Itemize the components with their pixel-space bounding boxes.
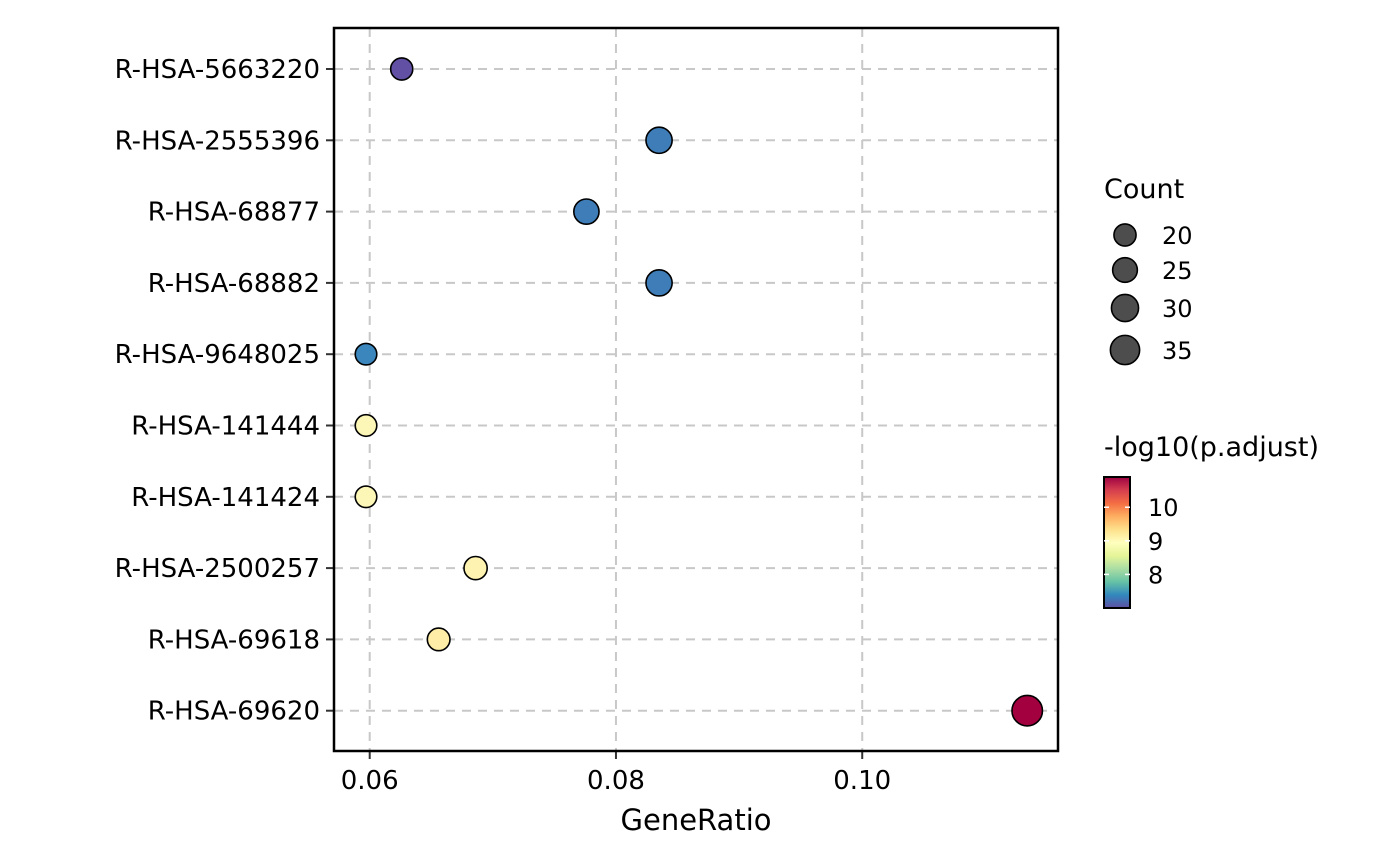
data-point [354,342,378,366]
x-axis: 0.06 0.08 0.10 [341,751,891,796]
x-tick-label: 0.08 [587,766,645,796]
size-legend-label: 30 [1162,295,1193,323]
colorbar-tick-label: 8 [1148,561,1163,589]
x-axis-title: GeneRatio [621,803,772,837]
point-layer [354,57,1044,727]
y-axis: R-HSA-5663220 R-HSA-2555396 R-HSA-68877 R-H… [115,55,334,727]
colorbar-tick-label: 10 [1148,494,1179,522]
data-point [354,485,378,509]
y-tick-label: R-HSA-69620 [148,697,320,727]
size-legend-key [1110,293,1140,323]
data-point [573,198,600,226]
size-legend-key [1113,223,1137,247]
size-legend-title: Count [1104,174,1184,205]
colorbar [1103,476,1131,609]
grid-layer [334,28,1058,751]
y-tick-label: R-HSA-2555396 [115,126,320,156]
size-legend-label: 20 [1162,222,1193,250]
data-point [645,126,673,155]
data-point [426,627,451,652]
y-tick-label: R-HSA-68882 [148,269,320,299]
size-legend-key [1109,334,1141,366]
data-point [354,413,378,438]
x-tick-label: 0.10 [833,766,891,796]
legend: Count 20 25 30 35 -log10(p.adjust) 8 9 10 [1103,174,1319,609]
size-legend-keys: 20 25 30 35 [1109,222,1193,366]
data-point [645,269,673,297]
color-legend-title: -log10(p.adjust) [1104,432,1319,463]
data-point [1011,694,1044,727]
y-tick-label: R-HSA-69618 [148,625,320,655]
y-tick-label: R-HSA-68877 [148,198,320,228]
plot-panel-border [332,26,1060,753]
y-tick-label: R-HSA-141444 [131,412,320,442]
data-point [389,57,414,81]
x-tick-label: 0.06 [341,766,399,796]
colorbar-ticks: 8 9 10 [1104,494,1179,589]
data-point [463,555,488,581]
size-legend-label: 25 [1162,257,1193,285]
size-legend-key [1111,256,1139,284]
y-tick-label: R-HSA-2500257 [115,554,320,584]
y-tick-label: R-HSA-9648025 [115,340,320,370]
size-legend-label: 35 [1162,337,1193,365]
y-tick-label: R-HSA-5663220 [115,55,320,85]
y-tick-label: R-HSA-141424 [131,483,320,513]
colorbar-tick-label: 9 [1148,528,1163,556]
